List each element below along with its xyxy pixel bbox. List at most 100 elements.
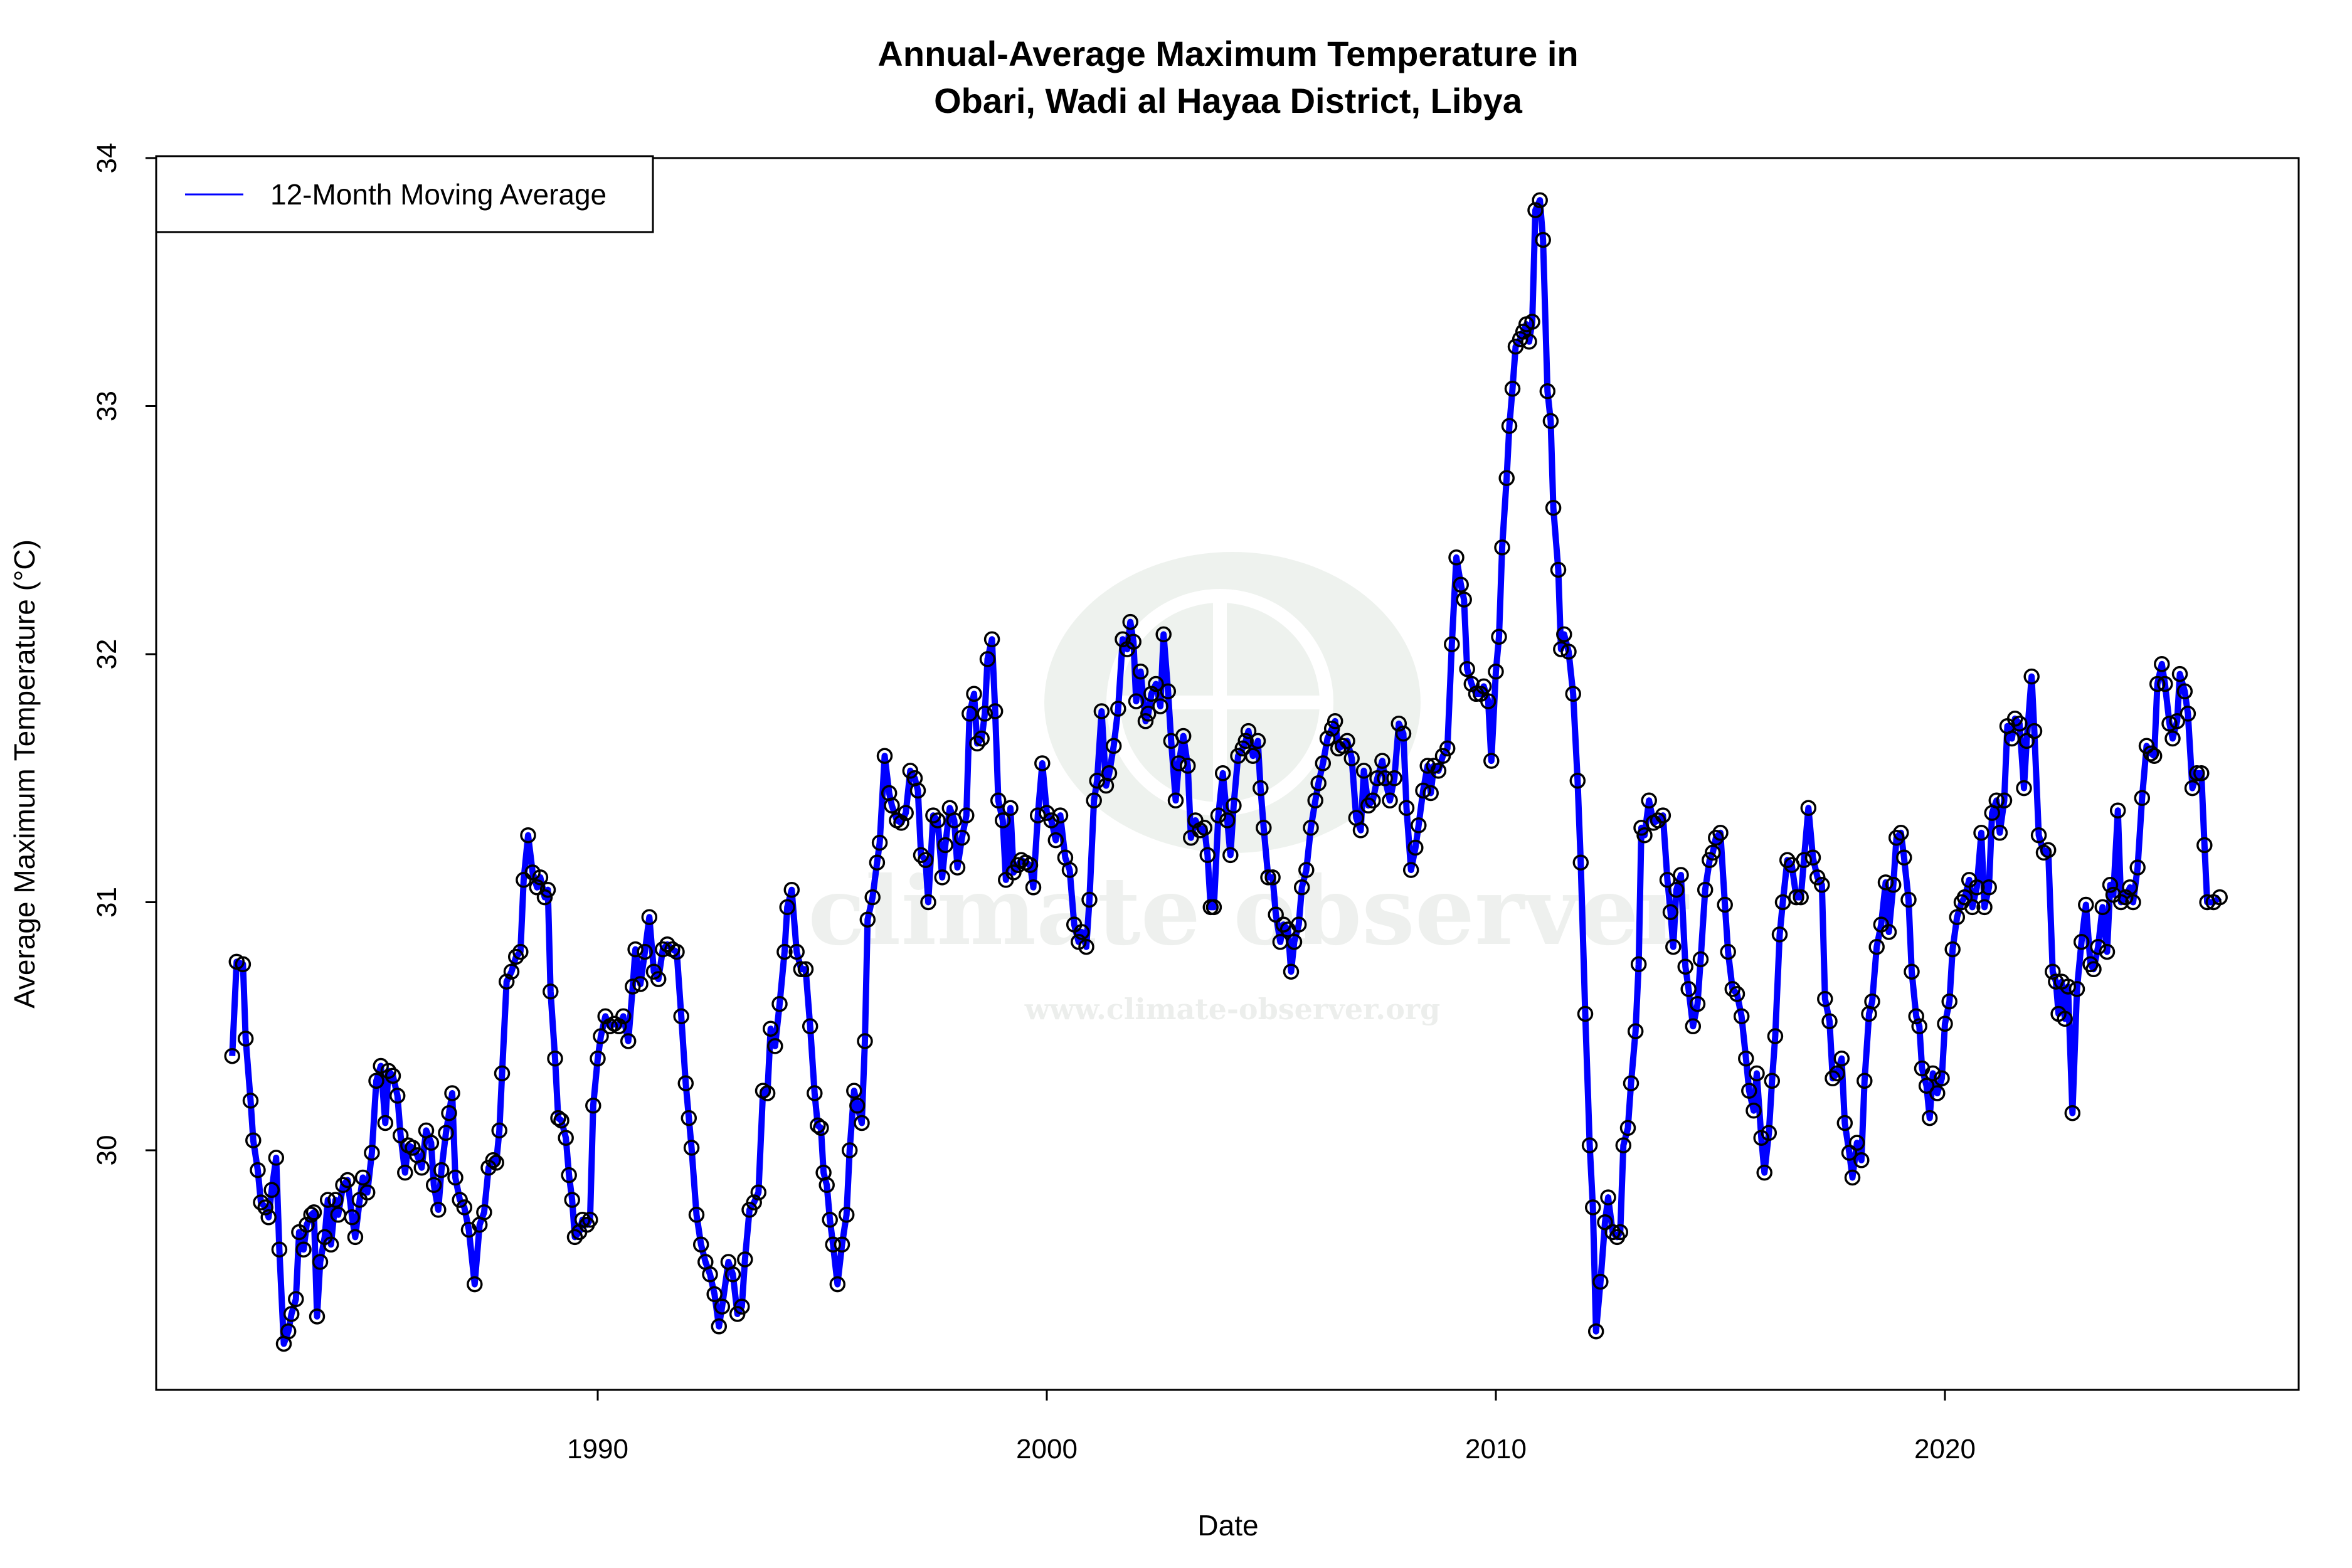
data-point	[1386, 770, 1402, 787]
data-point	[1685, 1018, 1702, 1035]
data-point	[2212, 889, 2228, 906]
data-point	[1143, 686, 1160, 702]
data-point	[783, 881, 800, 898]
data-point	[447, 1169, 464, 1186]
data-point	[1708, 829, 1724, 846]
data-point	[2085, 961, 2102, 978]
data-point	[969, 735, 985, 752]
data-point	[1093, 703, 1110, 719]
data-point	[669, 943, 685, 960]
data-point	[650, 971, 667, 987]
data-point	[1199, 847, 1216, 864]
data-point	[1268, 906, 1284, 923]
data-point	[1973, 825, 1989, 841]
data-point	[724, 1266, 741, 1283]
data-point	[1501, 418, 1518, 434]
data-point	[779, 899, 795, 916]
data-point	[590, 1050, 606, 1067]
data-point	[1512, 331, 1528, 347]
data-point	[1214, 765, 1231, 781]
y-tick-label: 32	[92, 639, 122, 670]
data-point	[750, 1184, 767, 1200]
data-point	[1415, 782, 1431, 799]
data-point	[1864, 993, 1880, 1010]
data-point	[1877, 874, 1894, 891]
data-point	[898, 805, 914, 821]
data-point	[1996, 792, 2013, 809]
data-point	[1029, 807, 1046, 824]
data-point	[1494, 539, 1510, 556]
data-point	[561, 1167, 577, 1184]
data-point	[253, 1194, 269, 1210]
data-point	[893, 815, 909, 831]
data-point	[762, 1020, 779, 1037]
data-point	[2099, 943, 2116, 960]
data-point	[767, 1038, 783, 1054]
data-point	[494, 1065, 511, 1082]
data-point	[574, 1211, 591, 1228]
data-point	[1264, 869, 1281, 886]
data-point	[1283, 963, 1300, 980]
data-point	[1260, 869, 1276, 886]
data-point	[539, 881, 556, 898]
data-point	[1756, 1164, 1772, 1181]
data-point	[937, 837, 953, 854]
data-point	[1456, 591, 1472, 608]
data-point	[1152, 698, 1168, 714]
data-point	[1623, 1075, 1640, 1091]
data-point	[1745, 1102, 1762, 1119]
data-point	[925, 807, 941, 824]
data-point	[1619, 1120, 1636, 1136]
data-point	[2064, 1104, 2081, 1121]
data-point	[1086, 792, 1102, 809]
data-point	[838, 1207, 855, 1223]
data-point	[1981, 879, 1997, 896]
data-point	[1550, 561, 1567, 578]
data-point	[802, 1018, 818, 1035]
data-point	[953, 829, 970, 846]
data-point	[283, 1306, 300, 1322]
data-point	[1848, 1135, 1865, 1151]
data-point	[2040, 842, 2057, 859]
data-point	[1310, 775, 1327, 792]
data-point	[242, 1093, 259, 1109]
data-point	[1717, 896, 1733, 913]
data-point	[1597, 1214, 1613, 1231]
data-point	[2016, 780, 2032, 797]
data-point	[1904, 963, 1920, 980]
data-point	[235, 956, 252, 973]
data-point	[1796, 852, 1812, 869]
data-point	[1581, 1137, 1598, 1153]
data-point	[1771, 926, 1788, 943]
x-tick-label: 2010	[1465, 1434, 1527, 1465]
data-point	[1052, 807, 1069, 824]
data-point	[532, 869, 549, 886]
data-point	[854, 1115, 870, 1131]
data-point	[876, 748, 893, 764]
data-point	[389, 1088, 406, 1104]
data-point	[625, 978, 641, 995]
data-point	[1089, 772, 1105, 789]
data-point	[339, 1172, 356, 1189]
data-point	[615, 1008, 632, 1025]
data-point	[2023, 668, 2040, 685]
data-point	[1702, 852, 1718, 869]
data-point	[507, 948, 524, 965]
data-point	[305, 1204, 322, 1221]
data-point	[593, 1028, 609, 1044]
y-tick-label: 31	[92, 887, 122, 918]
data-point	[1729, 986, 1745, 1002]
data-point	[1307, 792, 1323, 809]
data-point	[1836, 1115, 1853, 1131]
data-point	[433, 1162, 450, 1179]
data-point	[1205, 899, 1222, 916]
data-point	[1604, 1224, 1621, 1241]
data-point	[987, 703, 1004, 719]
data-point	[1921, 1110, 1938, 1126]
data-point	[1788, 889, 1804, 906]
data-point	[1335, 738, 1351, 755]
data-point	[1365, 792, 1381, 809]
data-point	[1738, 1050, 1754, 1067]
data-point	[1764, 1073, 1781, 1089]
data-point	[319, 1192, 336, 1208]
